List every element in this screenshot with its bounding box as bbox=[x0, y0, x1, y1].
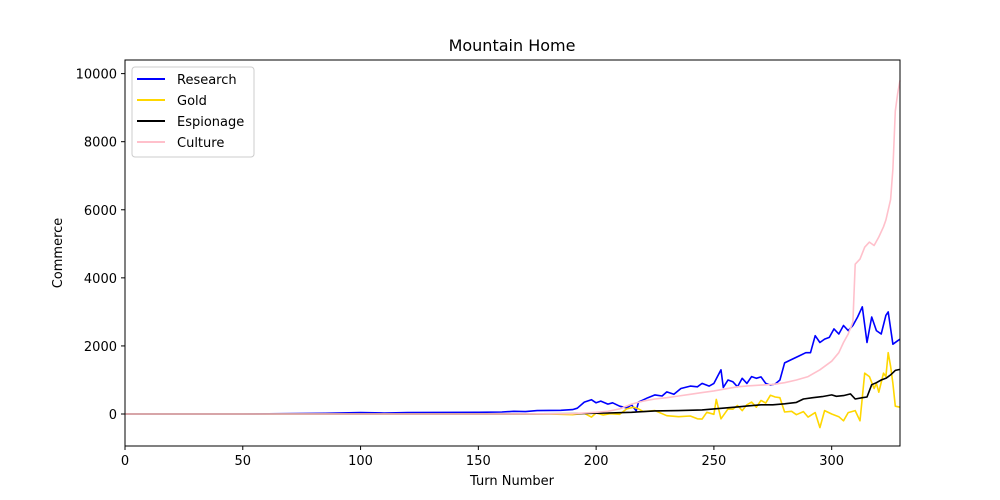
y-axis-ticks: 0 2000 4000 6000 8000 10000 bbox=[76, 68, 125, 423]
x-tick-label: 100 bbox=[348, 454, 373, 469]
plot-frame bbox=[124, 59, 901, 447]
y-tick-label: 0 bbox=[109, 408, 117, 423]
legend-label-culture: Culture bbox=[177, 136, 224, 151]
series-line-research bbox=[125, 306, 901, 415]
x-tick-label: 300 bbox=[819, 454, 844, 469]
series-group bbox=[125, 80, 901, 429]
y-axis-label: Commerce bbox=[51, 218, 66, 289]
x-axis-label: Turn Number bbox=[469, 474, 555, 489]
series-line-espionage bbox=[125, 368, 901, 415]
legend-label-research: Research bbox=[177, 73, 237, 88]
legend-box bbox=[131, 66, 255, 158]
legend-label-gold: Gold bbox=[177, 94, 207, 109]
chart-title: Mountain Home bbox=[449, 36, 576, 55]
x-tick-label: 150 bbox=[466, 454, 491, 469]
y-tick-label: 10000 bbox=[76, 68, 117, 83]
legend-label-espionage: Espionage bbox=[177, 115, 244, 130]
y-tick-label: 6000 bbox=[84, 204, 117, 219]
y-tick-label: 2000 bbox=[84, 340, 117, 355]
x-tick-label: 250 bbox=[701, 454, 726, 469]
x-tick-label: 0 bbox=[121, 454, 129, 469]
series-line-culture bbox=[125, 80, 901, 415]
x-axis-ticks: 0 50 100 150 200 250 300 bbox=[121, 446, 844, 469]
y-tick-label: 4000 bbox=[84, 272, 117, 287]
y-tick-label: 8000 bbox=[84, 136, 117, 151]
x-tick-label: 50 bbox=[235, 454, 252, 469]
legend: Research Gold Espionage Culture bbox=[131, 66, 255, 158]
x-tick-label: 200 bbox=[584, 454, 609, 469]
